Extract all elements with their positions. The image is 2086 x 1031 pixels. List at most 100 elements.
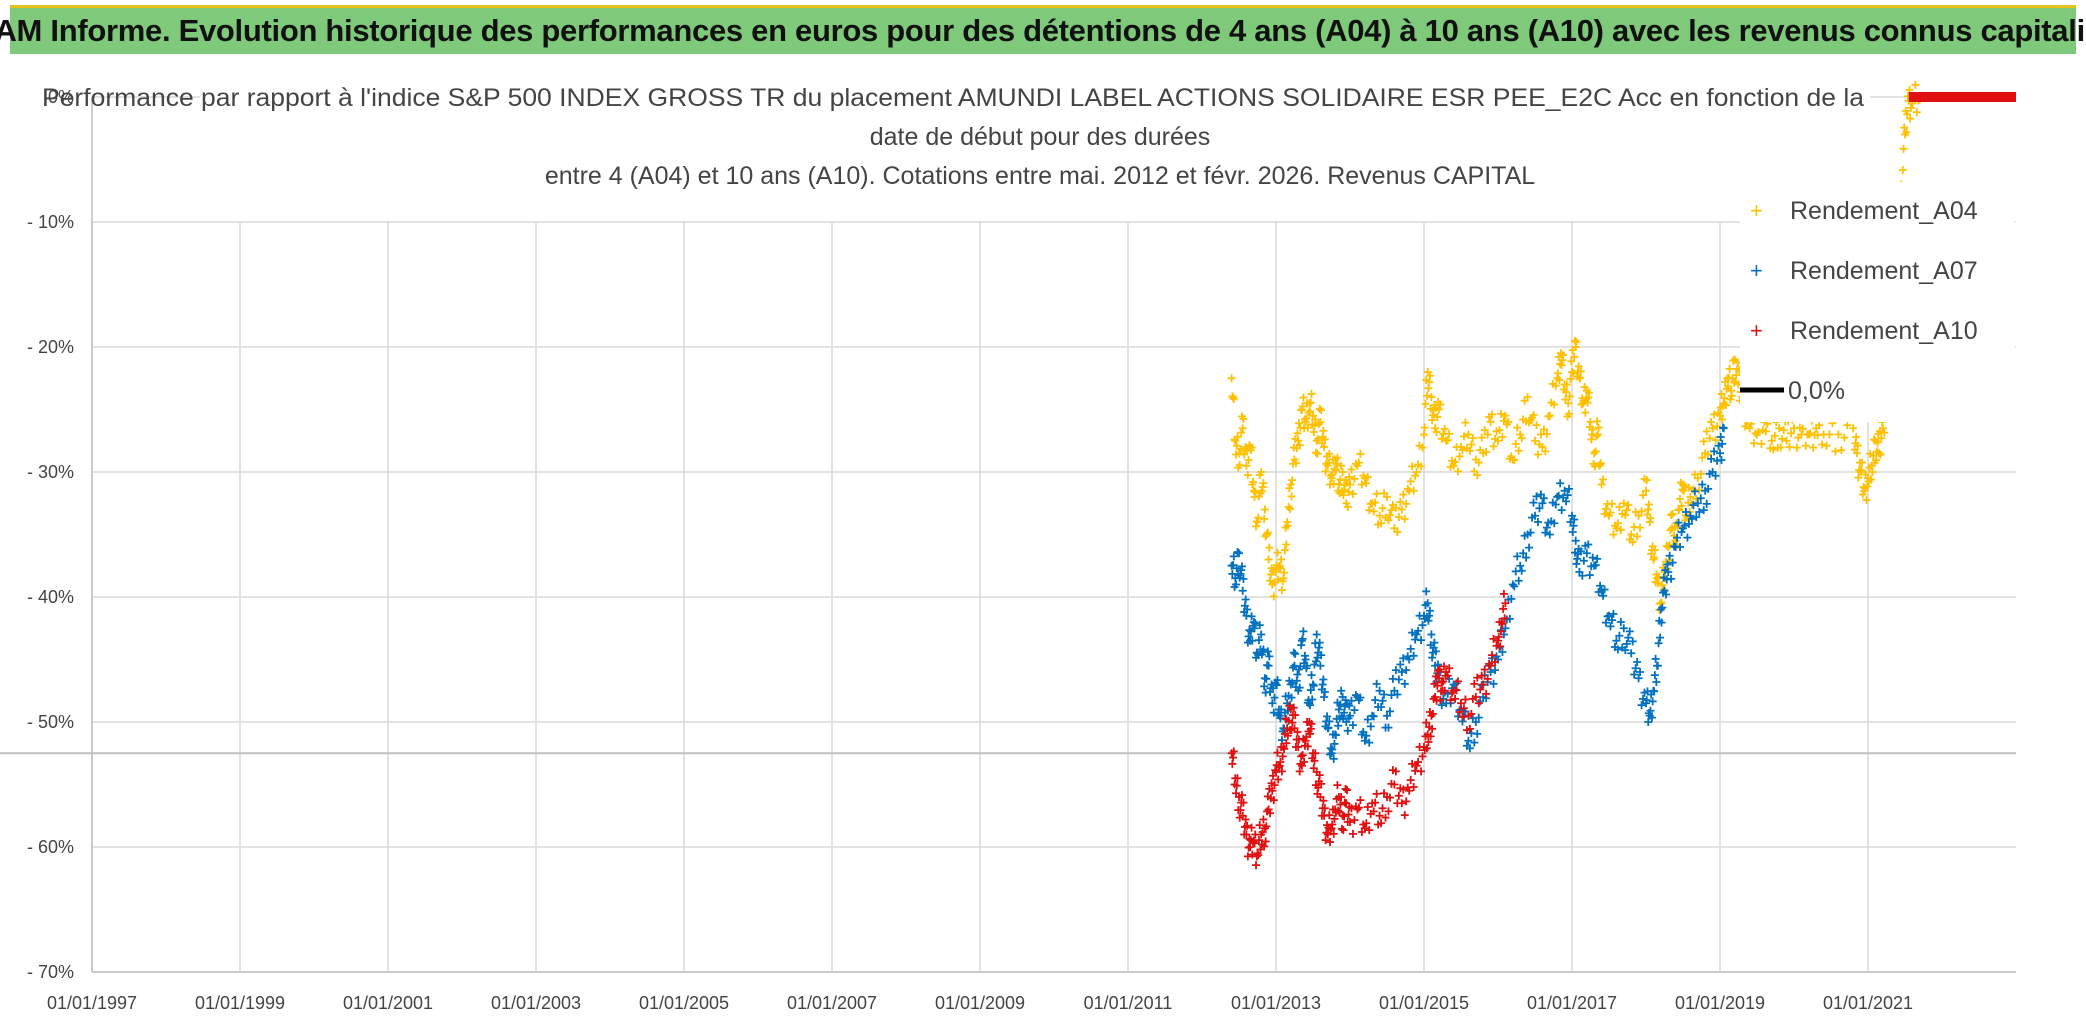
- data-point: [1607, 616, 1616, 625]
- data-point: [1434, 405, 1443, 414]
- data-point: [1533, 450, 1542, 459]
- data-point: [1510, 582, 1519, 591]
- data-point: [1434, 666, 1443, 675]
- data-point: [1480, 426, 1489, 435]
- data-point: [1636, 523, 1645, 532]
- data-point: [1273, 748, 1282, 757]
- data-point: [1251, 619, 1260, 628]
- data-point: [1385, 511, 1394, 520]
- data-point: [1470, 679, 1479, 688]
- data-point: [1599, 475, 1608, 484]
- data-point: [1409, 486, 1418, 495]
- data-point: [1235, 449, 1243, 458]
- data-point: [1375, 686, 1384, 695]
- data-point: [1269, 708, 1278, 717]
- data-point: [1455, 452, 1464, 461]
- data-point: [1350, 816, 1359, 825]
- data-point: [1567, 357, 1576, 366]
- data-point: [1787, 429, 1796, 438]
- data-point: [1336, 800, 1345, 809]
- data-point: [1274, 775, 1283, 784]
- data-point: [1274, 575, 1283, 584]
- data-point: [1501, 411, 1510, 420]
- data-point: [1571, 536, 1580, 545]
- data-point: [1306, 701, 1315, 710]
- data-point: [1340, 812, 1349, 821]
- data-point: [1834, 430, 1843, 439]
- data-point: [1400, 679, 1409, 688]
- x-tick-label: 01/01/2021: [1823, 993, 1913, 1013]
- data-point: [1369, 507, 1378, 516]
- data-point: [1818, 440, 1827, 449]
- data-point: [1252, 861, 1261, 870]
- data-point: [1399, 785, 1408, 794]
- data-point: [1538, 499, 1547, 508]
- data-point: [1716, 449, 1724, 458]
- data-point: [1657, 618, 1666, 627]
- data-point: [1459, 432, 1468, 441]
- data-point: [1311, 448, 1320, 457]
- data-point: [1498, 433, 1507, 441]
- data-point: [1455, 708, 1464, 716]
- data-point: [1254, 851, 1263, 860]
- data-point: [1259, 815, 1268, 824]
- data-point: [1754, 428, 1763, 436]
- data-point: [1801, 441, 1810, 450]
- data-point: [1785, 443, 1794, 451]
- data-point: [1393, 528, 1402, 536]
- data-point: [1363, 715, 1372, 724]
- data-point: [1656, 605, 1665, 614]
- data-point: [1363, 473, 1372, 481]
- data-point: [1593, 417, 1602, 426]
- legend-marker-a04: +: [1750, 198, 1763, 223]
- data-point: [1257, 468, 1266, 476]
- data-point: [1775, 424, 1784, 433]
- data-point: [1307, 671, 1316, 680]
- data-point: [1265, 543, 1274, 552]
- data-point: [1663, 560, 1672, 569]
- data-point: [1260, 514, 1269, 523]
- data-point: [1529, 411, 1538, 420]
- data-point: [1563, 491, 1572, 500]
- data-point: [1432, 428, 1441, 436]
- data-point: [1430, 638, 1439, 647]
- data-point: [1852, 449, 1861, 458]
- data-point: [1249, 478, 1258, 486]
- data-point: [1474, 699, 1483, 708]
- data-point: [1375, 811, 1384, 820]
- data-point: [1443, 436, 1452, 445]
- data-point: [1247, 823, 1256, 832]
- data-point: [1320, 804, 1329, 813]
- data-point: [1369, 712, 1378, 721]
- data-point: [1264, 661, 1273, 670]
- data-point: [1599, 591, 1608, 600]
- data-point: [1354, 458, 1363, 467]
- data-point: [1420, 430, 1428, 439]
- data-point: [1260, 682, 1269, 691]
- data-point: [1356, 796, 1365, 805]
- data-point: [1321, 836, 1330, 845]
- data-point: [1371, 498, 1380, 507]
- data-point: [1268, 699, 1277, 708]
- data-point: [1588, 553, 1597, 562]
- data-point: [1320, 443, 1329, 451]
- data-point: [1282, 739, 1291, 748]
- data-point: [1323, 712, 1332, 721]
- data-point: [1656, 633, 1665, 642]
- data-point: [1254, 513, 1263, 522]
- data-point: [1726, 395, 1735, 404]
- data-point: [1668, 509, 1677, 518]
- data-point: [1400, 811, 1409, 820]
- data-point: [1409, 783, 1418, 791]
- legend-label-a10: Rendement_A10: [1790, 317, 1978, 345]
- data-point: [1532, 492, 1541, 501]
- data-point: [1377, 819, 1386, 828]
- data-point: [1437, 434, 1446, 443]
- data-point: [1680, 481, 1689, 490]
- data-point: [1494, 633, 1503, 641]
- data-point: [1699, 506, 1708, 515]
- data-point: [1619, 624, 1628, 633]
- data-point: [1517, 434, 1526, 443]
- data-point: [1677, 528, 1686, 536]
- data-point: [1243, 605, 1252, 614]
